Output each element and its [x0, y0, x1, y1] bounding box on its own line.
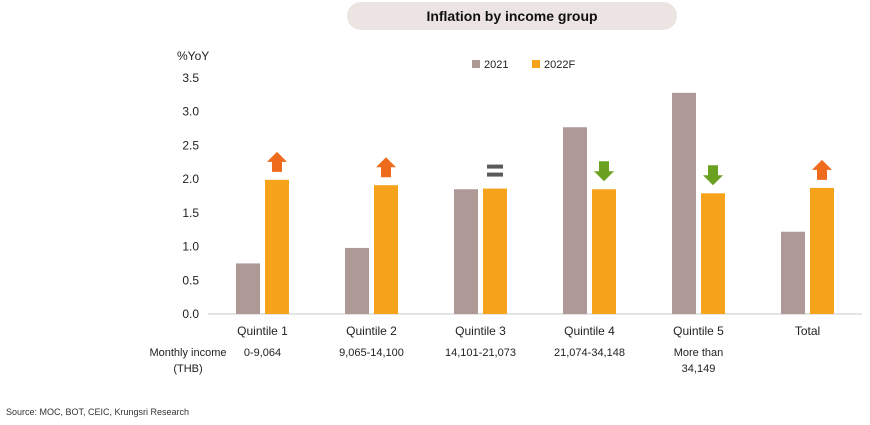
legend-label-2022f: 2022F: [544, 59, 575, 71]
up-arrow-icon: [812, 159, 832, 180]
chart-title: Inflation by income group: [347, 2, 677, 30]
income-range-line: 0-9,064: [243, 347, 282, 359]
x-category-label: Quintile 4: [564, 324, 615, 338]
x-category-label: Quintile 2: [346, 324, 397, 338]
income-range-label: More than 34,149: [644, 345, 754, 377]
y-tick-label: 1.5: [182, 206, 199, 220]
y-axis-label: %YoY: [177, 49, 209, 63]
bar-2022f-quintile-3: [483, 188, 507, 314]
bar-2022f-quintile-2: [374, 185, 398, 314]
y-tick-label: 2.0: [182, 172, 199, 186]
y-tick-label: 3.0: [182, 105, 199, 119]
income-range-label: 0-9,064: [208, 345, 318, 361]
bar-2021-quintile-4: [563, 127, 587, 314]
bar-2021-total: [781, 231, 805, 314]
legend-swatch-2021: [472, 60, 480, 68]
income-range-line: 14,101-21,073: [445, 347, 516, 359]
down-arrow-icon: [703, 165, 723, 186]
bar-2022f-quintile-4: [592, 189, 616, 314]
income-label-line2: (THB): [173, 363, 203, 375]
income-range-line: 21,074-34,148: [554, 347, 625, 359]
income-range-line: 9,065-14,100: [339, 347, 404, 359]
source-note: Source: MOC, BOT, CEIC, Krungsri Researc…: [6, 407, 190, 417]
x-category-label: Quintile 1: [237, 324, 288, 338]
bar-2021-quintile-3: [454, 189, 478, 314]
y-tick-label: 1.0: [182, 240, 199, 254]
legend-swatch-2022f: [532, 60, 540, 68]
income-range-label: 21,074-34,148: [535, 345, 645, 361]
income-range-label: 9,065-14,100: [317, 345, 427, 361]
y-tick-label: 0.0: [182, 307, 199, 321]
x-category-label: Total: [795, 324, 820, 338]
income-range-line: 34,149: [681, 363, 716, 375]
income-axis-label: Monthly income (THB): [138, 345, 238, 377]
down-arrow-icon: [594, 161, 614, 182]
x-category-label: Quintile 3: [455, 324, 506, 338]
x-category-label: Quintile 5: [673, 324, 724, 338]
income-range-line: More than: [673, 347, 724, 359]
bar-2021-quintile-2: [345, 247, 369, 314]
y-tick-label: 0.5: [182, 273, 199, 287]
bar-2022f-quintile-1: [265, 179, 289, 314]
legend-label-2021: 2021: [484, 59, 508, 71]
equal-sign-icon: [487, 172, 503, 177]
y-tick-label: 3.5: [182, 71, 199, 85]
income-range-label: 14,101-21,073: [426, 345, 536, 361]
y-tick-label: 2.5: [182, 138, 199, 152]
bar-2021-quintile-1: [236, 263, 260, 314]
equal-sign-icon: [487, 164, 503, 169]
up-arrow-icon: [376, 157, 396, 178]
up-arrow-icon: [267, 151, 287, 172]
bar-2022f-quintile-5: [701, 193, 725, 314]
income-label-line1: Monthly income: [149, 347, 227, 359]
bar-2022f-total: [810, 187, 834, 314]
bar-2021-quintile-5: [672, 92, 696, 314]
